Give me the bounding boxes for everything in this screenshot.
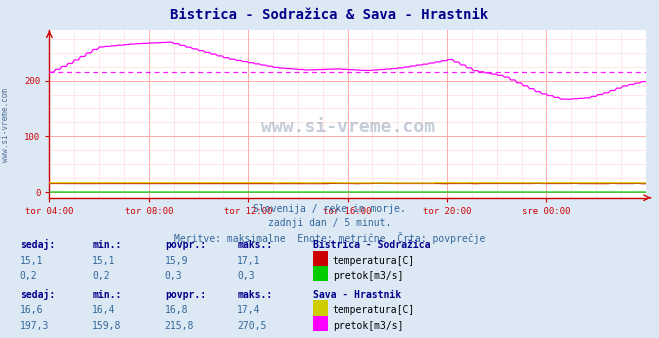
Text: www.si-vreme.com: www.si-vreme.com <box>1 88 10 162</box>
Text: 15,1: 15,1 <box>20 256 43 266</box>
Text: Slovenija / reke in morje.: Slovenija / reke in morje. <box>253 204 406 215</box>
Text: pretok[m3/s]: pretok[m3/s] <box>333 271 403 281</box>
Text: www.si-vreme.com: www.si-vreme.com <box>260 118 435 137</box>
Text: 0,2: 0,2 <box>20 271 38 281</box>
Text: Sava - Hrastnik: Sava - Hrastnik <box>313 290 401 300</box>
Text: maks.:: maks.: <box>237 240 272 250</box>
Text: 0,3: 0,3 <box>237 271 255 281</box>
Text: 0,2: 0,2 <box>92 271 110 281</box>
Text: 16,6: 16,6 <box>20 305 43 315</box>
Text: temperatura[C]: temperatura[C] <box>333 305 415 315</box>
Text: povpr.:: povpr.: <box>165 290 206 300</box>
Text: 197,3: 197,3 <box>20 320 49 331</box>
Text: 159,8: 159,8 <box>92 320 122 331</box>
Text: sedaj:: sedaj: <box>20 289 55 300</box>
Text: min.:: min.: <box>92 290 122 300</box>
Text: 17,4: 17,4 <box>237 305 261 315</box>
Text: 15,1: 15,1 <box>92 256 116 266</box>
Text: 215,8: 215,8 <box>165 320 194 331</box>
Text: min.:: min.: <box>92 240 122 250</box>
Text: 16,8: 16,8 <box>165 305 188 315</box>
Text: povpr.:: povpr.: <box>165 240 206 250</box>
Text: Meritve: maksimalne  Enote: metrične  Črta: povprečje: Meritve: maksimalne Enote: metrične Črta… <box>174 232 485 244</box>
Text: Bistrica - Sodražica & Sava - Hrastnik: Bistrica - Sodražica & Sava - Hrastnik <box>171 8 488 22</box>
Text: pretok[m3/s]: pretok[m3/s] <box>333 320 403 331</box>
Text: 15,9: 15,9 <box>165 256 188 266</box>
Text: maks.:: maks.: <box>237 290 272 300</box>
Text: sedaj:: sedaj: <box>20 239 55 250</box>
Text: 270,5: 270,5 <box>237 320 267 331</box>
Text: zadnji dan / 5 minut.: zadnji dan / 5 minut. <box>268 218 391 228</box>
Text: 17,1: 17,1 <box>237 256 261 266</box>
Text: temperatura[C]: temperatura[C] <box>333 256 415 266</box>
Text: 0,3: 0,3 <box>165 271 183 281</box>
Text: Bistrica - Sodražica: Bistrica - Sodražica <box>313 240 430 250</box>
Text: 16,4: 16,4 <box>92 305 116 315</box>
